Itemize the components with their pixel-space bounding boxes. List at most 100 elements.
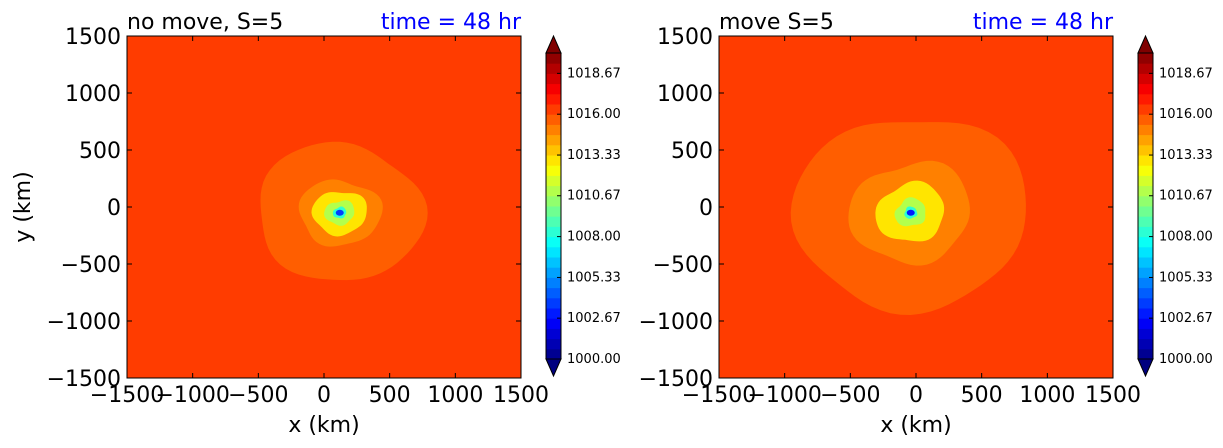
colorbar-segment <box>546 114 561 125</box>
colorbar-tick-label: 1016.00 <box>567 107 621 122</box>
colorbar-extend-min <box>545 358 562 378</box>
x-tick-label: 1000 <box>1019 383 1075 408</box>
x-tick-label: 1500 <box>1085 383 1141 408</box>
colorbar-segment <box>546 216 561 227</box>
colorbar-segment <box>546 155 561 166</box>
colorbar-segment <box>1138 348 1153 360</box>
colorbar-tick-label: 1016.00 <box>1159 107 1213 122</box>
colorbar-segment <box>1138 185 1153 197</box>
colorbar-segment <box>546 185 561 197</box>
colorbar-segment <box>1138 206 1153 217</box>
colorbar-segment <box>546 124 561 136</box>
colorbar-segment <box>546 308 561 319</box>
colorbar-segment <box>546 246 561 258</box>
x-tick-label: 500 <box>961 383 1003 408</box>
y-tick-label: −1000 <box>47 310 121 335</box>
colorbar-segment <box>546 134 561 146</box>
colorbar-segment <box>1138 53 1153 64</box>
colorbar-frame <box>545 52 562 360</box>
colorbar-segment <box>1138 165 1153 176</box>
y-tick-label: −1000 <box>639 310 713 335</box>
colorbar-tick-label: 1008.00 <box>1159 230 1213 245</box>
y-tick-label: 1000 <box>65 82 121 107</box>
panel-1: −1500−1000−500 0 500 1000 1500 −1500−1000−50… <box>639 10 1213 438</box>
colorbar-segment <box>1138 83 1153 95</box>
y-tick-label: −500 <box>61 253 121 278</box>
colorbar-tick-label: 1018.67 <box>567 66 621 81</box>
colorbar-segment <box>1138 257 1153 268</box>
colorbar-tick-label: 1010.67 <box>1159 189 1213 204</box>
colorbar-segment <box>546 53 561 64</box>
y-ticks: −1500 −1000 −500 0 500 1000 1500 <box>639 25 1113 392</box>
colorbar-segment <box>546 318 561 329</box>
colorbar-segment <box>1138 318 1153 329</box>
colorbar-segment <box>1138 236 1153 248</box>
colorbar-segment <box>546 226 561 238</box>
colorbar-segment <box>546 195 561 207</box>
y-ticks: −1500 −1000 −500 0 500 1000 1500 <box>47 25 521 392</box>
x-axis-label: x (km) <box>880 413 951 438</box>
colorbar-segment <box>1138 267 1153 278</box>
colorbar-tick-label: 1000.00 <box>567 352 621 367</box>
colorbar-extend-max <box>1137 34 1154 54</box>
colorbar-segment <box>546 277 561 289</box>
colorbar-segment <box>1138 216 1153 227</box>
colorbar-segment <box>546 328 561 340</box>
x-tick-label: −1000 <box>747 383 821 408</box>
x-ticks: −1500−1000−500 0 500 1000 1500 <box>90 36 549 408</box>
y-tick-label: 500 <box>79 139 121 164</box>
chart-title-left: move S=5 <box>719 10 834 35</box>
colorbar-tick-label: 1005.33 <box>1159 270 1213 285</box>
colorbar-segment <box>1138 226 1153 238</box>
colorbar-tick-label: 1002.67 <box>1159 311 1213 326</box>
colorbar-segment <box>1138 93 1153 105</box>
x-tick-label: −500 <box>228 383 288 408</box>
colorbar-segment <box>546 236 561 248</box>
colorbar-segment <box>1138 195 1153 207</box>
colorbar-tick-label: 1010.67 <box>567 189 621 204</box>
colorbar-segment <box>1138 175 1153 187</box>
colorbar-segment <box>1138 277 1153 289</box>
colorbar-tick-label: 1002.67 <box>567 311 621 326</box>
colorbar-segment <box>1138 144 1153 156</box>
colorbar-segment <box>546 287 561 299</box>
colorbar-extend-min <box>1137 358 1154 378</box>
x-tick-label: −500 <box>820 383 880 408</box>
y-tick-label: 0 <box>699 196 713 221</box>
colorbar-segment <box>1138 155 1153 166</box>
x-tick-label: 500 <box>369 383 411 408</box>
colorbar-segment <box>1138 124 1153 136</box>
y-tick-label: 0 <box>107 196 121 221</box>
colorbar-segment <box>546 144 561 156</box>
x-tick-label: 0 <box>317 383 331 408</box>
colorbar-segment <box>546 206 561 217</box>
colorbar-segment <box>546 267 561 278</box>
colorbar-tick-label: 1000.00 <box>1159 352 1213 367</box>
x-tick-label: 0 <box>909 383 923 408</box>
colorbar-segment <box>546 297 561 309</box>
colorbar-segment <box>1138 73 1153 85</box>
colorbar-frame <box>1137 52 1154 360</box>
x-tick-label: −1500 <box>682 383 756 408</box>
colorbar-segment <box>1138 114 1153 125</box>
colorbar-segment <box>546 93 561 105</box>
colorbar-segment <box>1138 308 1153 319</box>
y-tick-label: −1500 <box>639 367 713 392</box>
colorbar: 1000.00 1002.67 1005.33 1008.00 1010.67 1013.… <box>545 34 621 378</box>
plot-area <box>127 36 521 378</box>
colorbar-segment <box>546 73 561 85</box>
colorbar-segment <box>546 83 561 95</box>
panel-0: −1500−1000−500 0 500 1000 1500 −1500−1000−50… <box>11 10 621 438</box>
colorbar-segment <box>546 348 561 360</box>
colorbar-segment <box>1138 246 1153 258</box>
colorbar-tick-label: 1005.33 <box>567 270 621 285</box>
x-axis-label: x (km) <box>288 413 359 438</box>
y-tick-label: 1000 <box>657 82 713 107</box>
y-tick-label: −1500 <box>47 367 121 392</box>
chart-title-left: no move, S=5 <box>127 10 283 35</box>
colorbar-segment <box>1138 287 1153 299</box>
pressure-minimum <box>906 209 915 216</box>
plot-area <box>719 36 1113 378</box>
pressure-minimum <box>335 209 344 216</box>
chart-title-right: time = 48 hr <box>381 10 522 35</box>
